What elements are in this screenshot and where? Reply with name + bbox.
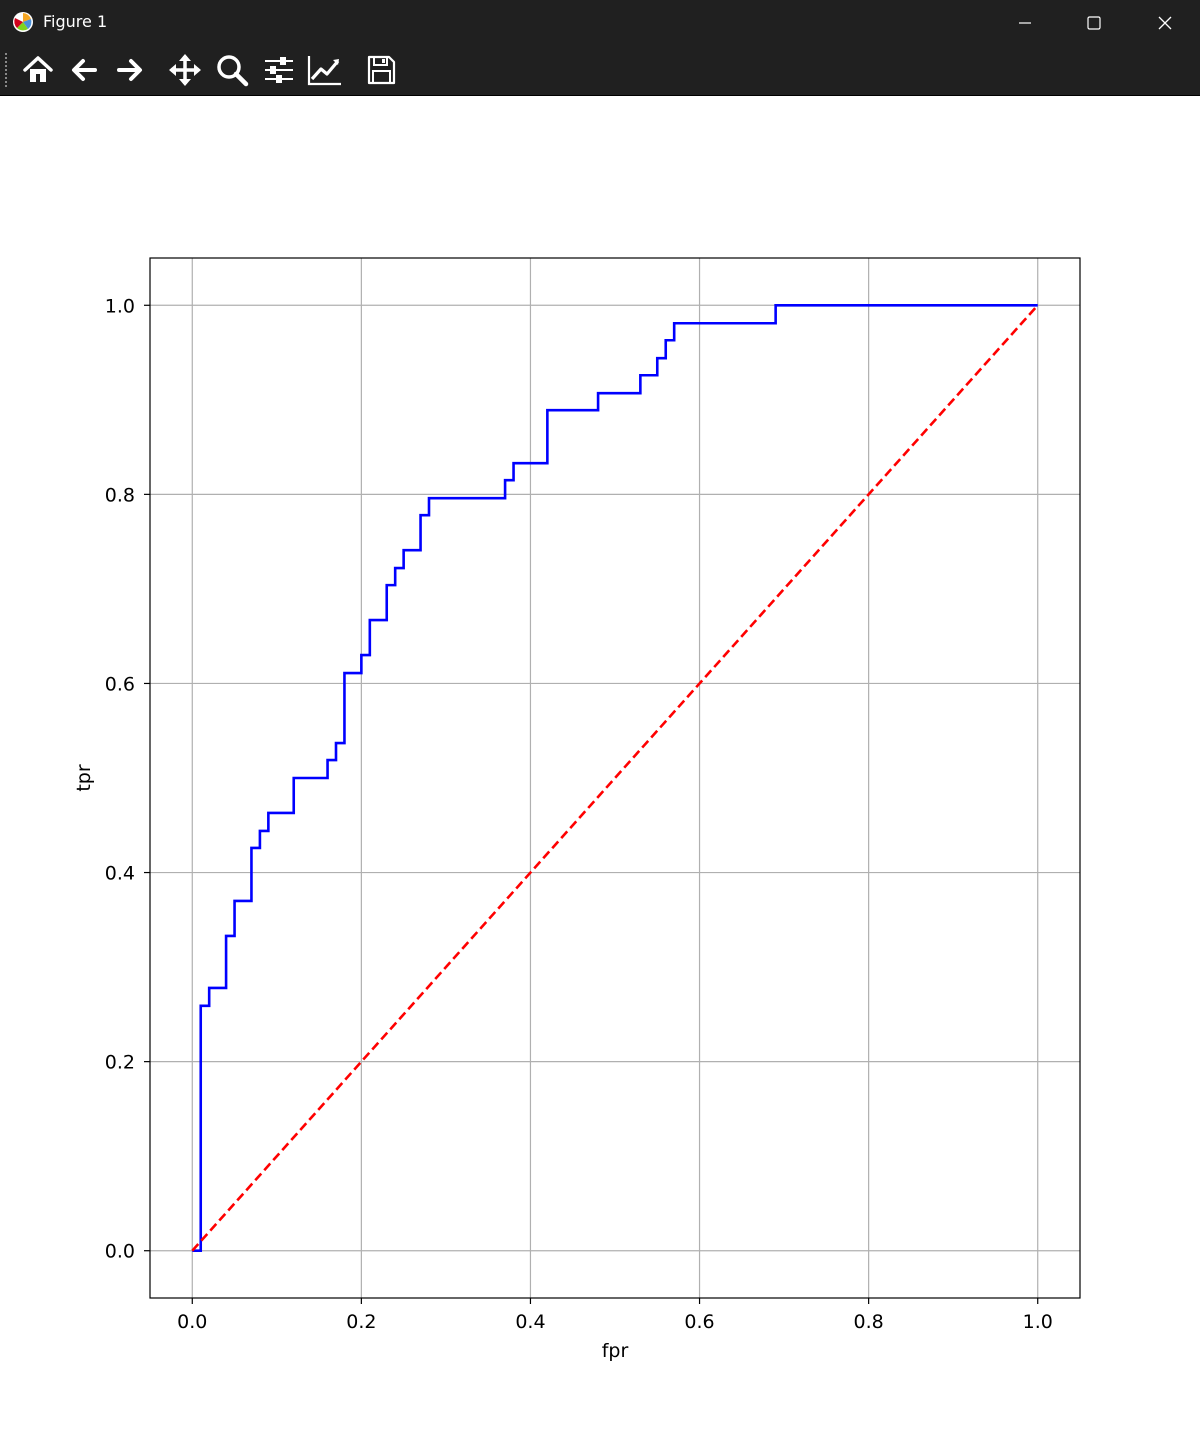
x-tick-label: 0.0 (177, 1311, 207, 1333)
line-chart-icon (307, 56, 341, 86)
axes-button[interactable] (306, 51, 344, 89)
y-tick-label: 1.0 (105, 295, 135, 317)
zoom-button[interactable] (213, 51, 251, 89)
x-tick-label: 0.8 (854, 1311, 884, 1333)
forward-button[interactable] (111, 51, 149, 89)
minimize-button[interactable] (991, 0, 1059, 45)
subplots-button[interactable] (260, 51, 298, 89)
roc-chart: 0.0 0.2 0.4 0.6 0.8 1.0 0.0 0.2 0.4 0.6 0.8 1.0 fpr… (73, 257, 1081, 1362)
arrow-left-icon (72, 59, 97, 81)
x-tick-label: 0.2 (346, 1311, 376, 1333)
y-tick-label: 0.4 (105, 863, 135, 885)
pan-button[interactable] (166, 51, 204, 89)
x-tick-label: 0.4 (515, 1311, 545, 1333)
arrow-right-icon (117, 59, 142, 81)
move-icon (169, 54, 201, 86)
axes-frame (149, 257, 1081, 1299)
maximize-button[interactable] (1060, 0, 1128, 45)
navigation-toolbar (0, 45, 1200, 96)
matplotlib-logo-icon (13, 12, 33, 32)
roc-curve-line (192, 303, 1038, 1253)
chance-diagonal-line (191, 304, 1039, 1252)
x-tick-label: 0.6 (684, 1311, 714, 1333)
y-axis-label: tpr (73, 764, 95, 792)
grid-lines (150, 258, 1080, 1298)
toolbar-grip[interactable] (5, 53, 9, 87)
floppy-disk-icon (367, 55, 396, 85)
x-axis-label: fpr (602, 1340, 629, 1362)
series-layer (191, 303, 1039, 1253)
close-icon (1158, 16, 1172, 29)
home-icon (23, 56, 53, 82)
magnifier-icon (217, 55, 249, 87)
window-titlebar: Figure 1 (0, 0, 1200, 45)
maximize-icon (1087, 15, 1101, 30)
minimize-icon (1019, 21, 1031, 24)
y-tick-label: 0.0 (105, 1241, 135, 1263)
window-title: Figure 1 (43, 12, 108, 31)
save-button[interactable] (362, 51, 400, 89)
y-tick-label: 0.2 (105, 1052, 135, 1074)
sliders-icon (265, 57, 293, 83)
home-button[interactable] (19, 51, 57, 89)
close-button[interactable] (1131, 0, 1199, 45)
y-tick-label: 0.8 (105, 484, 135, 506)
tick-layer: 0.0 0.2 0.4 0.6 0.8 1.0 0.0 0.2 0.4 0.6 0.8 1.0 (105, 295, 1053, 1333)
back-button[interactable] (65, 51, 103, 89)
y-tick-label: 0.6 (105, 673, 135, 695)
x-tick-label: 1.0 (1023, 1311, 1053, 1333)
